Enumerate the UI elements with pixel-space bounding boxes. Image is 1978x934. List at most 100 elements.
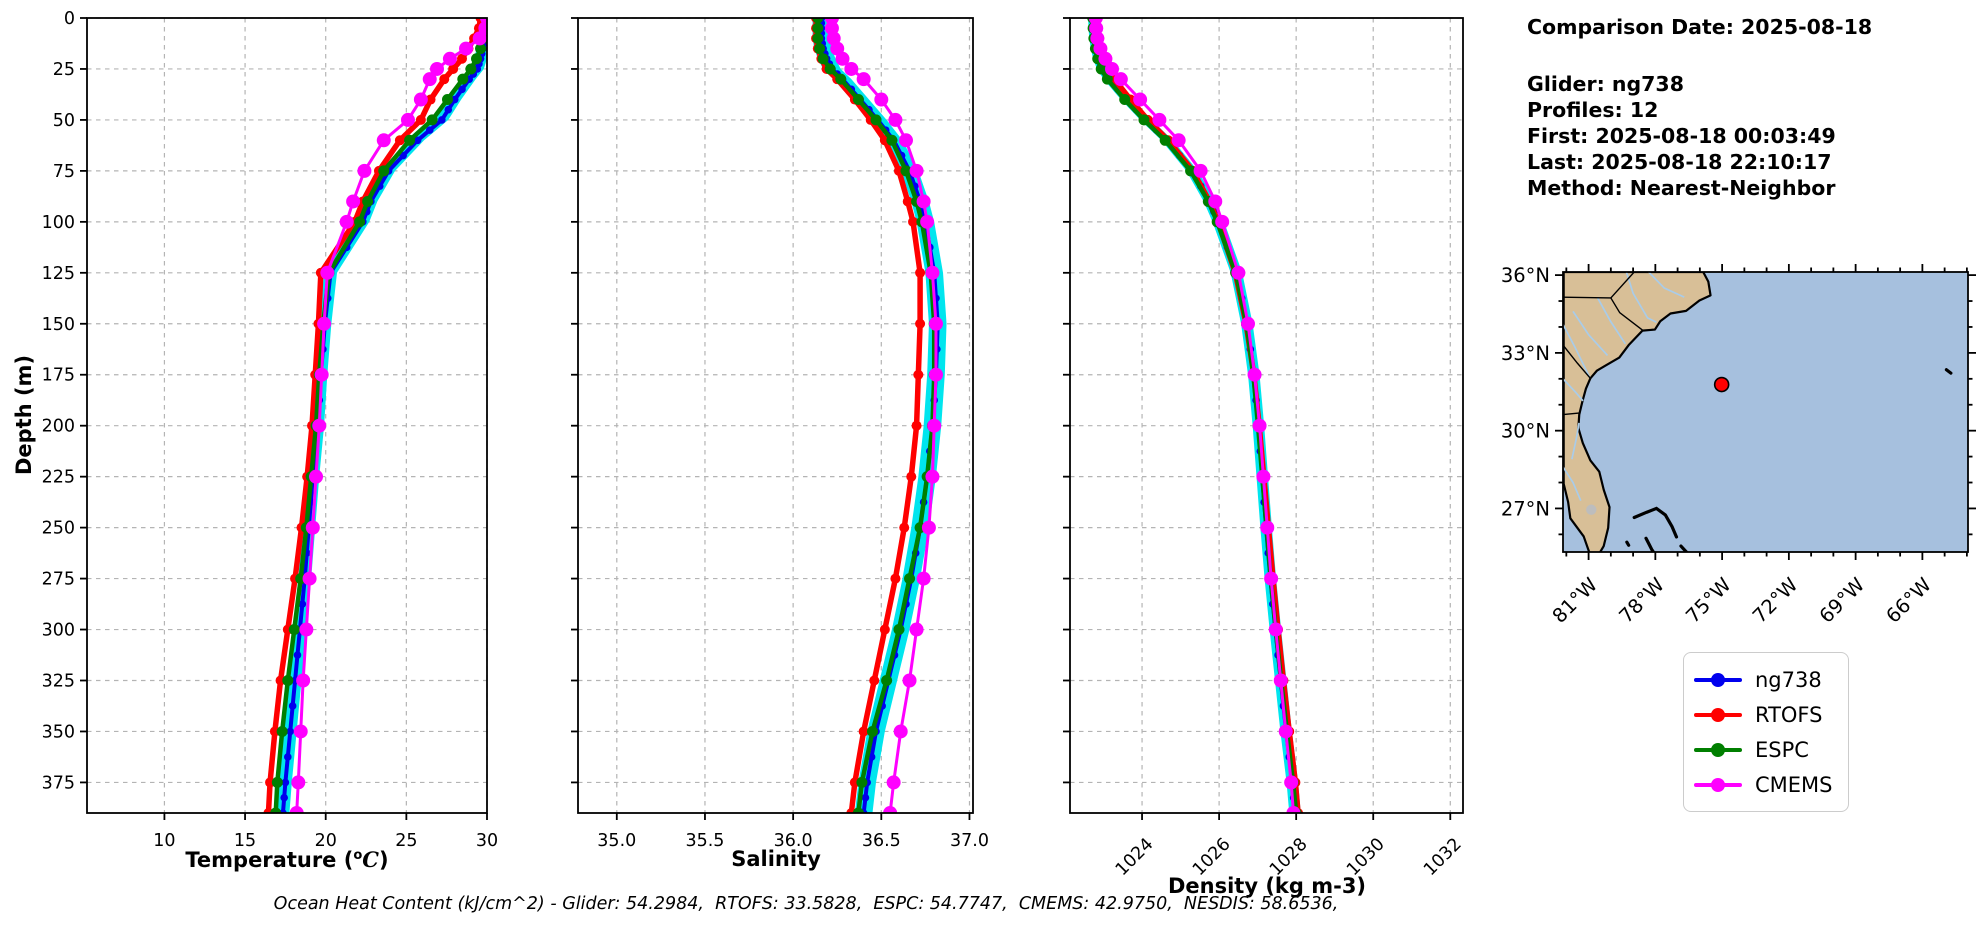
svg-text:175: 175 <box>42 366 75 386</box>
comparison-method: Method: Nearest-Neighbor <box>1527 176 1836 200</box>
river <box>1563 466 1582 502</box>
legend-dot-icon <box>1711 742 1725 757</box>
svg-text:0: 0 <box>64 9 75 29</box>
svg-text:250: 250 <box>42 519 75 539</box>
state-border <box>1563 344 1591 379</box>
axis-ticks: 10 15 20 25 30025507510012515017520022525027… <box>42 9 499 851</box>
svg-text:1032: 1032 <box>1420 834 1466 880</box>
island <box>1679 544 1689 552</box>
svg-text:35.0: 35.0 <box>597 831 636 851</box>
legend-label: ESPC <box>1755 737 1809 762</box>
svg-text:75: 75 <box>53 162 75 182</box>
ocean-heat-content-note: Ocean Heat Content (kJ/cm^2) - Glider: 5… <box>273 894 1339 914</box>
gridlines <box>87 17 488 813</box>
state-border <box>1610 272 1635 299</box>
panel-temperature: 10 15 20 25 30025507510012515017520022525027… <box>42 9 499 851</box>
svg-text:375: 375 <box>42 773 75 793</box>
temperature-axis-label-suffix: ) <box>379 848 389 872</box>
legend-item-RTOFS: RTOFS <box>1694 697 1836 732</box>
legend-list: ng738 RTOFS ESPC CMEMS <box>1694 662 1836 802</box>
svg-text:50: 50 <box>53 111 75 131</box>
island <box>1632 506 1679 539</box>
gridlines <box>578 17 973 813</box>
series-markers-CMEMS <box>289 18 487 813</box>
state-border <box>1563 296 1611 299</box>
series-line-RTOFS <box>1094 18 1301 813</box>
svg-text:35.5: 35.5 <box>685 831 724 851</box>
series-line-ng738 <box>1091 18 1298 813</box>
temperature-axis-label: Temperature (oC) <box>137 847 437 872</box>
island <box>1625 540 1631 547</box>
river <box>1563 323 1591 378</box>
gridlines <box>1070 17 1463 813</box>
svg-text:125: 125 <box>42 264 75 284</box>
salinity-axis-label: Salinity <box>731 847 821 871</box>
legend-label: RTOFS <box>1755 702 1823 727</box>
longitude-tick-label: 78°W <box>1615 573 1669 627</box>
island <box>1944 368 1953 375</box>
island <box>1591 551 1603 552</box>
last-profile-time: Last: 2025-08-18 22:10:17 <box>1527 150 1832 174</box>
svg-text:10: 10 <box>153 831 175 851</box>
svg-text:100: 100 <box>42 213 75 233</box>
svg-text:25: 25 <box>395 831 417 851</box>
series-markers-CMEMS <box>824 18 943 813</box>
longitude-tick-label: 66°W <box>1882 573 1936 627</box>
land-coastline <box>1563 272 1712 552</box>
temperature-axis-label-text: Temperature ( <box>185 848 354 872</box>
profiles-count: Profiles: 12 <box>1527 98 1659 122</box>
comparison-date: Comparison Date: 2025-08-18 <box>1527 15 1873 39</box>
longitude-tick-label: 81°W <box>1548 573 1602 627</box>
map-ticks <box>1555 264 1976 560</box>
state-border <box>1610 297 1643 331</box>
longitude-tick-label: 69°W <box>1815 573 1869 627</box>
series-line-RTOFS <box>265 18 484 813</box>
panel-salinity: 35.0 35.5 36.0 36.5 37.0 <box>571 17 989 851</box>
legend-item-ng738: ng738 <box>1694 662 1836 697</box>
legend-item-CMEMS: CMEMS <box>1694 767 1836 802</box>
river <box>1625 272 1657 324</box>
depth-axis-label: Depth (m) <box>12 354 36 476</box>
island <box>1644 536 1656 552</box>
legend-label: ng738 <box>1755 667 1822 692</box>
river <box>1648 272 1685 298</box>
latitude-tick-label: 36°N <box>1501 264 1550 287</box>
axes-spine <box>577 17 974 814</box>
glider-location-marker <box>1713 376 1730 393</box>
degree-superscript: o <box>353 848 363 863</box>
legend: ng738 RTOFS ESPC CMEMS <box>1683 652 1849 812</box>
location-map: 36°N 33°N 30°N 27°N 81°W 78°W 75°W 72°W 69°W 66°W <box>1501 264 1976 628</box>
legend-line-marker-icon <box>1694 777 1742 792</box>
latitude-tick-label: 33°N <box>1501 342 1550 365</box>
series-line-ESPC <box>1090 18 1299 813</box>
axes-spine <box>86 17 488 814</box>
svg-text:350: 350 <box>42 722 75 742</box>
svg-text:150: 150 <box>42 315 75 335</box>
legend-label: CMEMS <box>1755 772 1833 797</box>
info-panel: Comparison Date: 2025-08-18 Glider: ng73… <box>1527 14 1872 201</box>
map-area <box>1563 272 1968 552</box>
latitude-tick-label: 30°N <box>1501 420 1550 443</box>
legend-line-marker-icon <box>1694 707 1742 722</box>
svg-text:36.0: 36.0 <box>774 831 813 851</box>
river <box>1563 378 1584 402</box>
svg-text:15: 15 <box>234 831 256 851</box>
glider-envelope-band <box>1088 18 1301 813</box>
series-markers-RTOFS <box>1092 18 1304 813</box>
legend-line-marker-icon <box>1694 742 1742 757</box>
river <box>1571 422 1580 460</box>
latitude-tick-label: 27°N <box>1501 497 1550 520</box>
axis-ticks: 35.0 35.5 36.0 36.5 37.0 <box>571 17 989 851</box>
series-markers-ng738 <box>1090 18 1299 813</box>
celsius-symbol: C <box>362 847 379 872</box>
legend-item-ESPC: ESPC <box>1694 732 1836 767</box>
legend-dot-icon <box>1711 672 1725 687</box>
legend-line-marker-icon <box>1694 672 1742 687</box>
svg-text:300: 300 <box>42 621 75 641</box>
legend-dot-icon <box>1711 777 1725 792</box>
state-border <box>1563 412 1579 416</box>
lake <box>1586 504 1597 515</box>
series-markers-CMEMS <box>1088 18 1301 813</box>
density-axis-label: Density (kg m-3) <box>1167 874 1367 898</box>
